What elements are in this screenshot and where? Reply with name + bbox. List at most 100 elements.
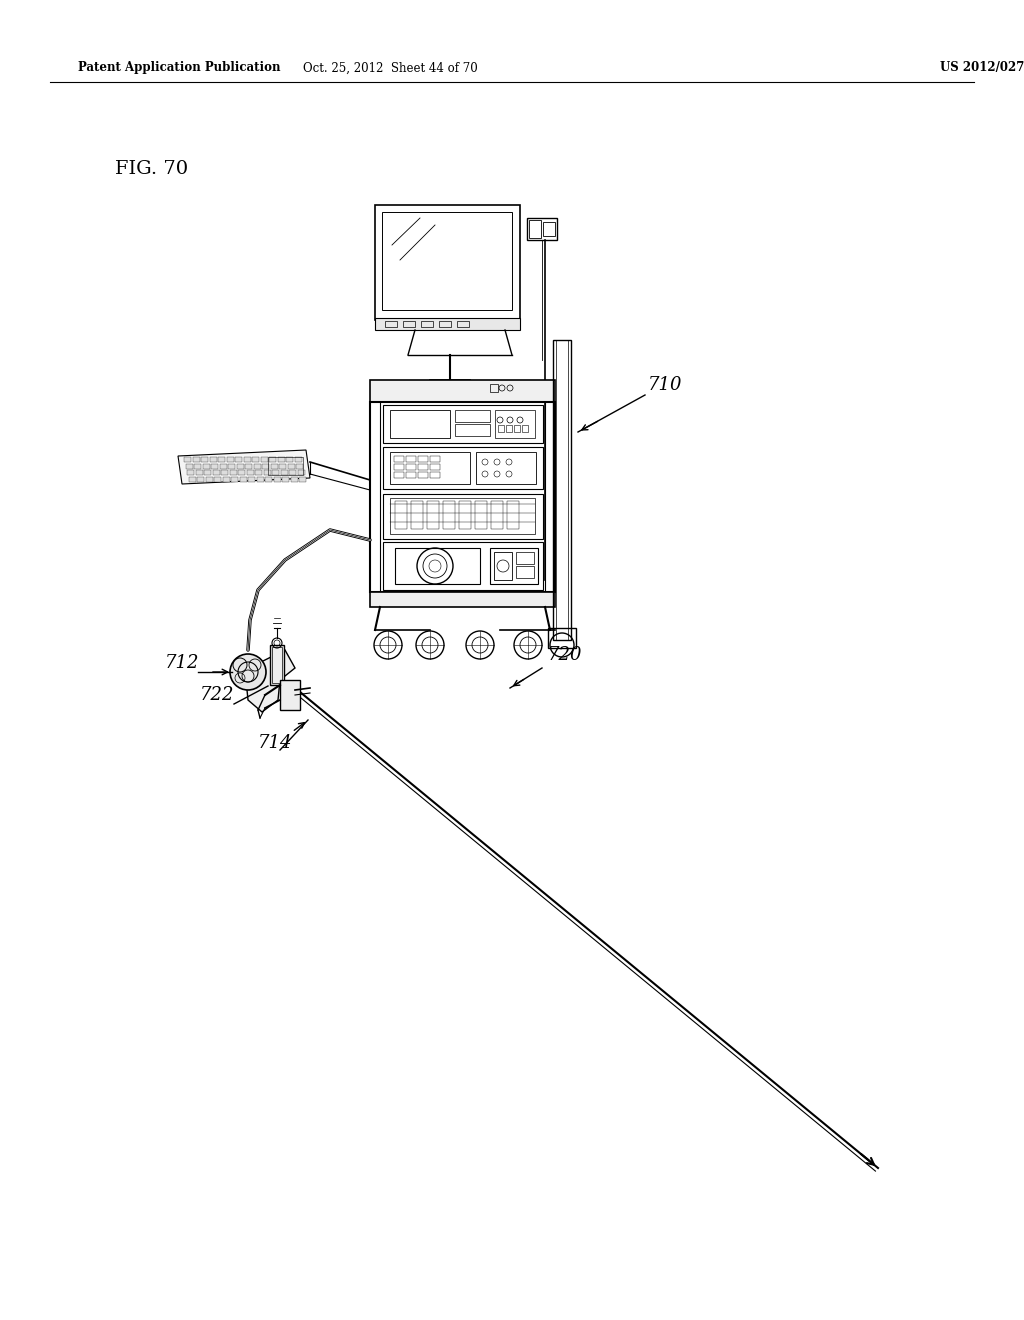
Bar: [247, 470, 254, 475]
Bar: [210, 457, 216, 462]
Bar: [221, 470, 228, 475]
Bar: [507, 502, 519, 529]
Text: 710: 710: [648, 376, 683, 393]
Bar: [231, 477, 238, 482]
Bar: [395, 548, 480, 583]
Bar: [427, 502, 439, 529]
Bar: [279, 463, 286, 469]
Text: FIG. 70: FIG. 70: [115, 160, 188, 178]
Bar: [406, 465, 416, 470]
Bar: [395, 502, 407, 529]
Bar: [265, 477, 272, 482]
Bar: [256, 477, 263, 482]
Bar: [390, 451, 470, 484]
Bar: [240, 477, 247, 482]
Bar: [299, 477, 306, 482]
Bar: [394, 455, 404, 462]
Bar: [291, 477, 298, 482]
Bar: [184, 457, 191, 462]
Bar: [522, 425, 528, 432]
Bar: [280, 680, 300, 710]
Bar: [506, 425, 512, 432]
Bar: [418, 455, 428, 462]
Bar: [529, 220, 541, 238]
Bar: [281, 470, 288, 475]
Bar: [394, 465, 404, 470]
Bar: [194, 463, 201, 469]
Bar: [272, 470, 279, 475]
Bar: [245, 463, 252, 469]
Text: 712: 712: [165, 653, 200, 672]
Bar: [390, 498, 535, 535]
Bar: [455, 424, 490, 436]
Bar: [548, 628, 575, 648]
Bar: [385, 321, 397, 327]
Bar: [270, 645, 284, 685]
Bar: [370, 591, 555, 607]
Bar: [260, 457, 267, 462]
Bar: [188, 477, 196, 482]
Bar: [494, 552, 512, 579]
Bar: [430, 473, 440, 478]
Bar: [411, 502, 423, 529]
Bar: [196, 470, 203, 475]
Bar: [370, 403, 555, 591]
Bar: [382, 213, 512, 310]
Bar: [269, 457, 276, 462]
Bar: [203, 463, 210, 469]
Bar: [406, 473, 416, 478]
Bar: [498, 425, 504, 432]
Bar: [383, 405, 543, 444]
Text: Oct. 25, 2012  Sheet 44 of 70: Oct. 25, 2012 Sheet 44 of 70: [303, 62, 477, 74]
Bar: [288, 463, 295, 469]
Bar: [229, 470, 237, 475]
Bar: [443, 502, 455, 529]
Bar: [218, 457, 225, 462]
Circle shape: [230, 653, 266, 690]
Bar: [421, 321, 433, 327]
Bar: [286, 457, 293, 462]
Text: Patent Application Publication: Patent Application Publication: [78, 62, 281, 74]
Bar: [295, 457, 301, 462]
Polygon shape: [245, 649, 295, 711]
Bar: [553, 341, 571, 640]
Bar: [263, 470, 270, 475]
Bar: [244, 457, 251, 462]
Bar: [430, 465, 440, 470]
Bar: [298, 470, 304, 475]
Bar: [475, 502, 487, 529]
Bar: [273, 477, 281, 482]
Bar: [516, 566, 534, 578]
Bar: [185, 463, 193, 469]
Bar: [289, 470, 296, 475]
Bar: [430, 455, 440, 462]
Bar: [270, 463, 278, 469]
Bar: [219, 463, 226, 469]
Bar: [222, 477, 229, 482]
Bar: [418, 465, 428, 470]
Bar: [383, 494, 543, 539]
Bar: [403, 321, 415, 327]
Bar: [406, 455, 416, 462]
Bar: [262, 463, 269, 469]
Bar: [252, 457, 259, 462]
Bar: [476, 451, 536, 484]
Bar: [455, 411, 490, 422]
Bar: [418, 473, 428, 478]
Bar: [383, 447, 543, 488]
Bar: [278, 457, 285, 462]
Bar: [495, 411, 535, 438]
Bar: [272, 647, 282, 682]
Bar: [439, 321, 451, 327]
Bar: [282, 477, 289, 482]
Bar: [490, 502, 503, 529]
Text: 714: 714: [258, 734, 293, 752]
Bar: [197, 477, 204, 482]
Bar: [193, 457, 200, 462]
Bar: [394, 473, 404, 478]
Bar: [490, 384, 498, 392]
Bar: [370, 380, 555, 403]
Bar: [228, 463, 234, 469]
Bar: [187, 470, 194, 475]
Bar: [516, 552, 534, 564]
